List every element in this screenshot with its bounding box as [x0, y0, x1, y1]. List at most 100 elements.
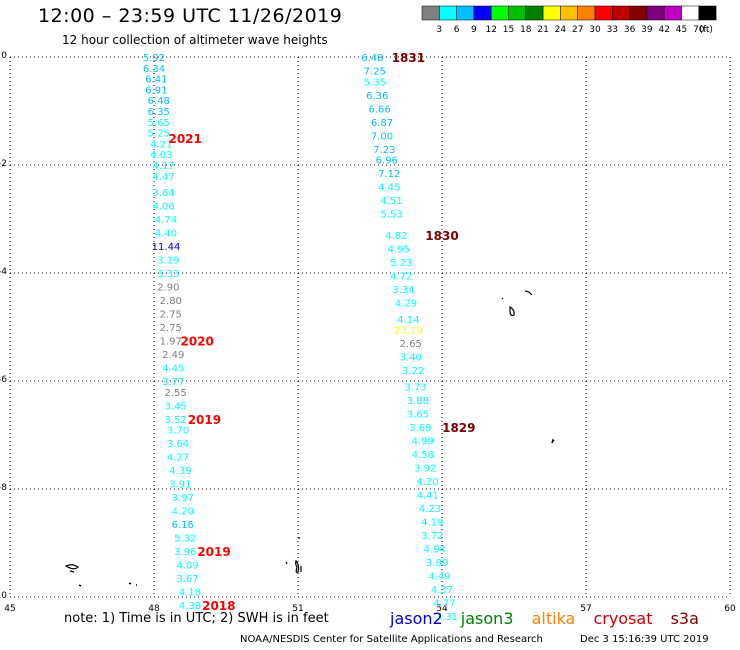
- satellite-label-jason3: jason3: [460, 609, 514, 628]
- x-tick-label: 45: [4, 604, 15, 614]
- swh-value: 6.41: [145, 75, 167, 86]
- swh-value: 2.90: [157, 283, 179, 294]
- land-islet: [128, 582, 137, 586]
- color-scale-legend: 3 6 9 12 15 18 21 24 27 30 33 36 39 42 45 70(ft): [421, 5, 717, 35]
- legend-label: 9: [471, 25, 477, 35]
- swh-value: 4.03: [150, 150, 172, 161]
- legend-label: 70: [693, 25, 705, 35]
- swh-value: 3.64: [152, 188, 174, 199]
- swh-value: 4.77: [433, 598, 455, 609]
- swh-value: 4.38: [179, 601, 201, 612]
- footer-note: note: 1) Time is in UTC; 2) SWH is in fe…: [64, 611, 329, 626]
- legend-swatch: [646, 5, 665, 21]
- legend-swatch: [525, 5, 544, 21]
- satellite-label-s3a: s3a: [670, 609, 699, 628]
- land-outlines: [64, 290, 555, 587]
- swh-value: 3.69: [409, 423, 431, 434]
- swh-value: 6.48: [148, 96, 170, 107]
- legend-swatch: [681, 5, 700, 21]
- generated-date: Dec 3 15:16:39 UTC 2019: [580, 634, 709, 645]
- swh-value: 23.19: [394, 326, 423, 337]
- swh-value: 4.74: [155, 215, 177, 226]
- land-islet: [501, 290, 533, 317]
- swh-value: 4.29: [395, 299, 417, 310]
- swh-value: 4.18: [179, 588, 201, 599]
- legend-label: 24: [555, 25, 567, 35]
- swh-value: 4.41: [416, 490, 438, 501]
- swh-value: 4.20: [172, 507, 194, 518]
- swh-value: 5.25: [148, 129, 170, 140]
- swh-value: 3.77: [162, 377, 184, 388]
- swh-value: 3.31: [436, 612, 458, 623]
- time-label: 1831: [392, 51, 425, 65]
- swh-value: 6.34: [143, 64, 165, 75]
- swh-value: 4.45: [378, 183, 400, 194]
- legend-label: 33: [607, 25, 618, 35]
- legend-label: 21: [537, 25, 548, 35]
- x-tick-label: 57: [580, 604, 591, 614]
- legend-label: 6: [454, 25, 460, 35]
- time-label: 2021: [168, 132, 201, 146]
- swh-value: 7.25: [364, 67, 386, 78]
- swh-value: 4.58: [412, 450, 434, 461]
- legend-label: 45: [676, 25, 687, 35]
- swh-value: 4.94: [424, 544, 446, 555]
- swh-value: 4.17: [152, 161, 174, 172]
- swh-value: 3.91: [169, 480, 191, 491]
- swh-value: 3.40: [400, 353, 422, 364]
- legend-swatch: [421, 5, 440, 21]
- swh-value: 7.00: [371, 131, 393, 142]
- swh-value: 5.35: [364, 77, 386, 88]
- swh-value: 5.53: [380, 210, 402, 221]
- satellite-label-jason2: jason2: [390, 609, 443, 628]
- swh-value: 5.32: [174, 534, 196, 545]
- swh-value: 3.92: [414, 463, 436, 474]
- legend-swatch: [490, 5, 509, 21]
- swh-value: 7.23: [373, 145, 395, 156]
- swh-value: 1.97: [160, 337, 182, 348]
- satellite-legend: jason2 jason3 altika cryosat s3a: [390, 609, 712, 628]
- swh-value: 6.66: [368, 104, 390, 115]
- swh-value: 3.34: [392, 285, 414, 296]
- legend-unit: (ft): [699, 25, 713, 35]
- swh-value: 4.51: [380, 196, 402, 207]
- legend-swatch: [508, 5, 527, 21]
- swh-value: 4.06: [152, 202, 174, 213]
- legend-label: 42: [658, 25, 669, 35]
- swh-value: 3.22: [402, 366, 424, 377]
- swh-value: 6.96: [376, 156, 398, 167]
- legend-label: 36: [624, 25, 636, 35]
- swh-value: 2.55: [164, 388, 186, 399]
- legend-label: 15: [503, 25, 514, 35]
- page-title: 12:00 – 23:59 UTC 11/26/2019: [38, 5, 343, 27]
- swh-value: 2.49: [162, 350, 184, 361]
- y-tick-label: -4: [0, 267, 7, 277]
- swh-value: 4.21: [150, 139, 172, 150]
- legend-label: 39: [641, 25, 653, 35]
- chart-grid: 45 48 51 54 57 60 0 -2 -4 -6 -8 -10: [0, 51, 736, 614]
- swh-value: 4.82: [385, 231, 407, 242]
- swh-value: 3.19: [157, 256, 179, 267]
- legend-label: 27: [572, 25, 583, 35]
- swh-value: 4.37: [431, 585, 453, 596]
- swh-value: 3.88: [407, 396, 429, 407]
- x-tick-label: 60: [724, 604, 736, 614]
- swh-value: 11.44: [152, 242, 181, 253]
- swh-value: 4.20: [416, 477, 438, 488]
- legend-swatch: [629, 5, 648, 21]
- x-tick-label: 54: [436, 604, 448, 614]
- swh-value: 2.80: [160, 296, 182, 307]
- swh-value: 3.33: [157, 269, 179, 280]
- legend-swatch: [612, 5, 630, 21]
- legend-swatch: [663, 5, 682, 21]
- legend-swatch: [698, 5, 717, 21]
- swh-value: 4.72: [390, 272, 412, 283]
- swh-value: 3.52: [164, 415, 186, 426]
- swh-value: 3.67: [176, 574, 198, 585]
- swh-value: 3.89: [426, 558, 448, 569]
- swh-value: 4.49: [428, 571, 450, 582]
- swh-value: 4.19: [421, 517, 443, 528]
- swh-value: 2.75: [160, 323, 182, 334]
- satellite-label-cryosat: cryosat: [593, 609, 653, 628]
